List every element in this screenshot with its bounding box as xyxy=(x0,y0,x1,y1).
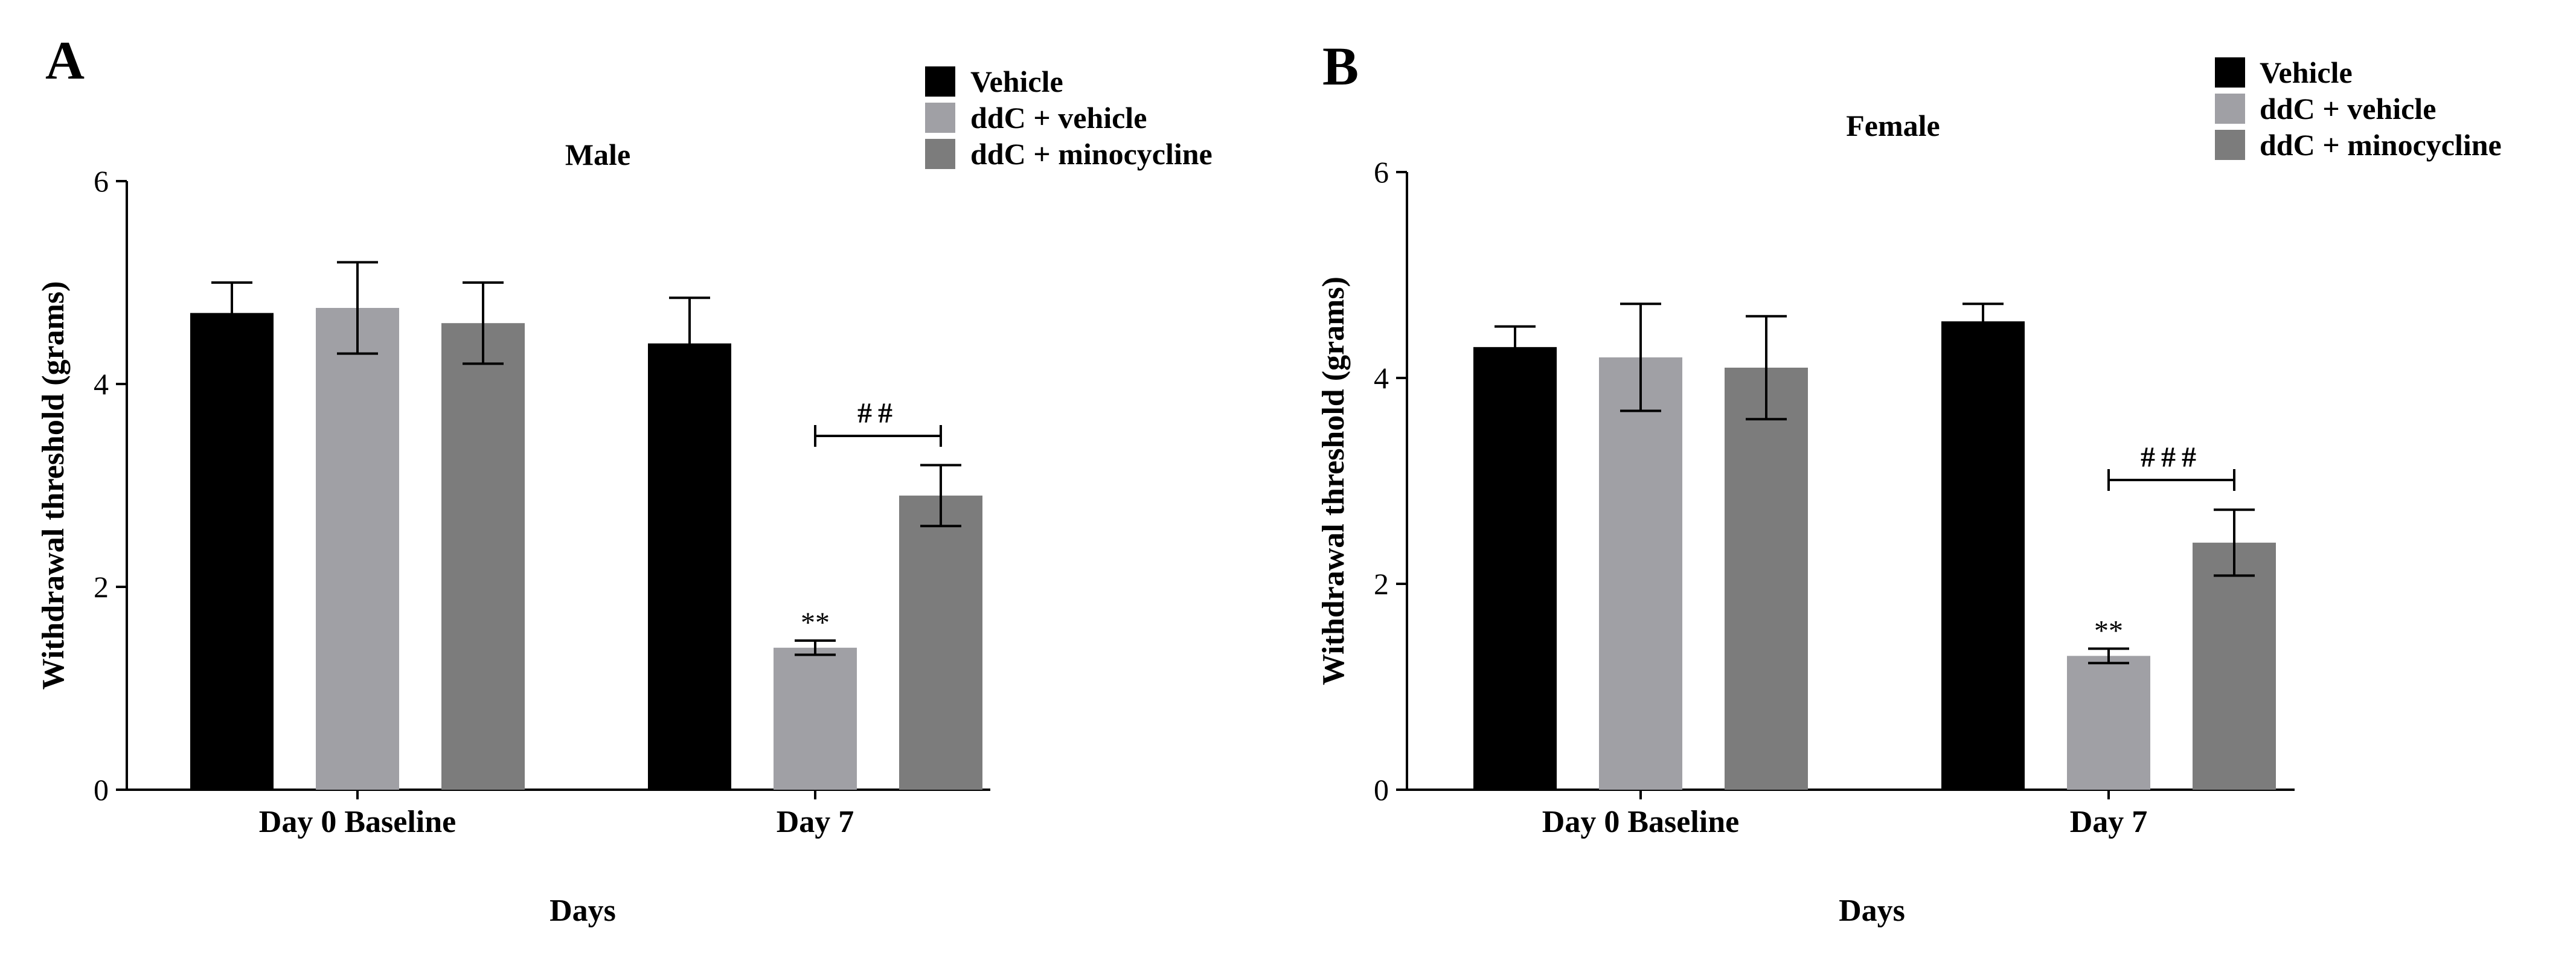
bar xyxy=(1599,357,1682,790)
y-tick-label: 6 xyxy=(1374,155,1389,189)
panel-letter: B xyxy=(1322,37,1359,97)
x-tick-label: Day 0 Baseline xyxy=(259,805,456,839)
legend-label: ddC + minocycline xyxy=(2260,128,2502,162)
x-axis-label: Days xyxy=(1839,894,1905,928)
y-tick-label: 0 xyxy=(94,773,109,807)
chart-panel-a: A Male 0 2 4 6 Withdrawal threshold (grams) Day… xyxy=(36,31,1213,928)
legend-swatch xyxy=(2215,130,2245,160)
chart-title: Female xyxy=(1846,109,1940,142)
y-tick-label: 4 xyxy=(1374,361,1389,395)
legend-swatch xyxy=(2215,94,2245,124)
bar xyxy=(1473,347,1557,790)
x-tick-label: Day 0 Baseline xyxy=(1542,805,1739,839)
legend-swatch xyxy=(2215,57,2245,88)
significance-stars: ** xyxy=(801,607,830,639)
legend-swatch xyxy=(925,66,955,97)
bar xyxy=(316,308,399,790)
bar xyxy=(648,343,731,790)
bar xyxy=(899,495,982,790)
chart-title: Male xyxy=(565,138,630,171)
bar xyxy=(1941,321,2025,790)
y-tick-label: 4 xyxy=(94,367,109,401)
legend-label: ddC + vehicle xyxy=(2260,92,2436,126)
bar xyxy=(1725,367,1808,790)
bar xyxy=(2193,542,2276,790)
significance-stars: ** xyxy=(2094,615,2123,647)
y-tick-label: 0 xyxy=(1374,773,1389,807)
chart-panel-b: B Female 0 2 4 6 Withdrawal threshold (grams) D… xyxy=(1316,37,2502,928)
y-tick-label: 2 xyxy=(1374,567,1389,601)
x-tick-label: Day 7 xyxy=(2070,805,2148,839)
bar xyxy=(2067,656,2150,790)
y-tick-label: 2 xyxy=(94,570,109,604)
y-axis-label: Withdrawal threshold (grams) xyxy=(36,281,71,690)
x-tick-label: Day 7 xyxy=(777,805,854,839)
bar xyxy=(190,313,274,790)
x-axis-label: Days xyxy=(549,894,616,928)
legend-label: ddC + vehicle xyxy=(970,101,1147,135)
y-axis-label: Withdrawal threshold (grams) xyxy=(1316,277,1351,685)
legend-label: ddC + minocycline xyxy=(970,137,1213,171)
significance-label: ### xyxy=(2141,441,2202,473)
legend-label: Vehicle xyxy=(970,65,1063,98)
bar xyxy=(441,323,525,790)
y-tick-label: 6 xyxy=(94,164,109,198)
legend-swatch xyxy=(925,139,955,169)
significance-label: ## xyxy=(857,397,899,429)
legend-swatch xyxy=(925,103,955,133)
legend-label: Vehicle xyxy=(2260,56,2353,89)
bar xyxy=(774,647,857,790)
panel-letter: A xyxy=(45,31,85,91)
